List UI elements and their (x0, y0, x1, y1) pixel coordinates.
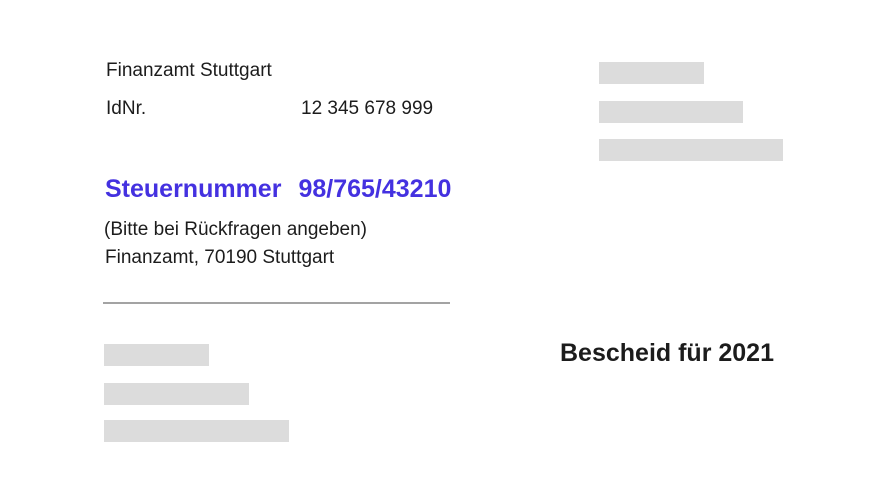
redacted-block-recipient-1 (104, 344, 209, 366)
tax-number-note: (Bitte bei Rückfragen angeben) (104, 219, 367, 240)
idnr-label: IdNr. (106, 98, 147, 119)
redacted-block-recipient-2 (104, 383, 249, 405)
redacted-block-header-1 (599, 62, 704, 84)
office-address-line: Finanzamt, 70190 Stuttgart (105, 247, 335, 268)
redacted-block-header-2 (599, 101, 743, 123)
issuing-office-name: Finanzamt Stuttgart (106, 60, 272, 81)
divider-line (103, 302, 450, 304)
idnr-value: 12 345 678 999 (301, 98, 434, 119)
redacted-block-header-3 (599, 139, 783, 161)
notice-title: Bescheid für 2021 (560, 339, 774, 367)
tax-number-label: Steuernummer (105, 175, 282, 203)
tax-number-heading: Steuernummer 98/765/43210 (105, 177, 451, 202)
redacted-block-recipient-3 (104, 420, 289, 442)
tax-number-value: 98/765/43210 (298, 175, 452, 203)
